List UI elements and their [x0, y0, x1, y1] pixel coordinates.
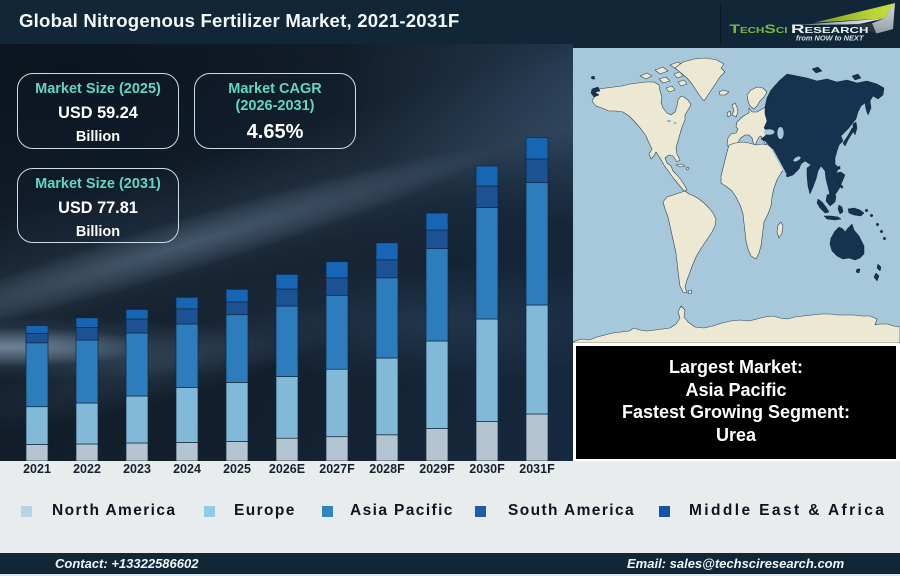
svg-text:TechSci: TechSci [730, 23, 788, 36]
svg-text:from NOW to NEXT: from NOW to NEXT [796, 34, 865, 43]
svg-text:Research: Research [791, 23, 868, 36]
